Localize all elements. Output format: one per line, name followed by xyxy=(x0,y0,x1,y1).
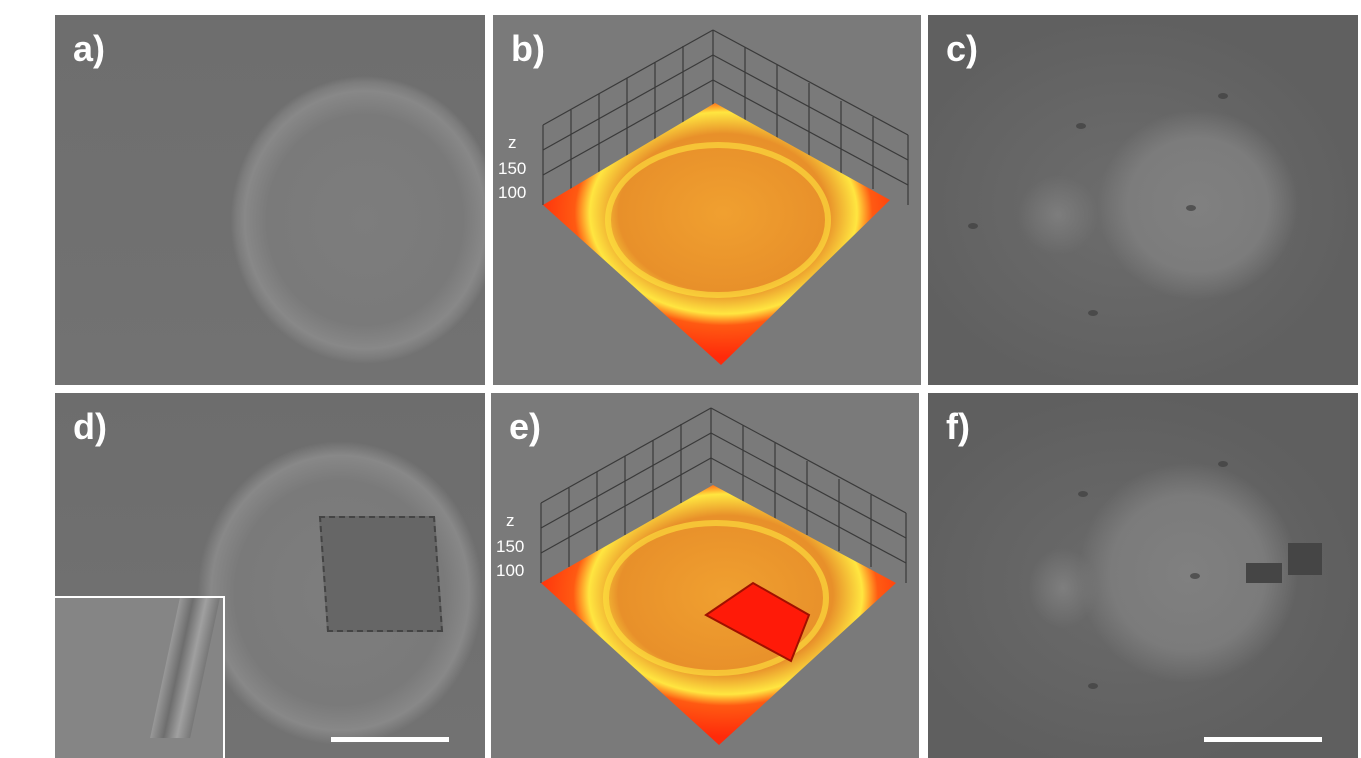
surface-plot-b xyxy=(542,29,909,365)
panel-label-f: f) xyxy=(946,406,970,447)
z-axis-label-b: z xyxy=(508,133,517,152)
panel-c-optical-image: c) xyxy=(928,15,1358,385)
panel-label-e: e) xyxy=(509,406,542,447)
panel-f-optical-image: f) xyxy=(928,393,1358,758)
panel-label-d: d) xyxy=(73,406,107,447)
etched-square xyxy=(318,516,444,632)
dark-spot xyxy=(1186,205,1196,211)
panel-a-sem-image: a) xyxy=(55,15,485,385)
z-tick-100-e: 100 xyxy=(496,561,525,580)
panel-label-c: c) xyxy=(946,28,979,69)
dark-spot xyxy=(1218,93,1228,99)
surface-plot-e xyxy=(540,407,907,745)
dark-spot xyxy=(1190,573,1200,579)
etched-pit xyxy=(704,581,811,663)
dark-spot xyxy=(1078,491,1088,497)
panel-d-sem-image: d) xyxy=(55,393,485,758)
inset-zoom-image xyxy=(55,596,225,758)
grid-lines-b xyxy=(542,29,909,205)
scale-bar xyxy=(331,737,449,742)
z-tick-100-b: 100 xyxy=(498,183,527,202)
z-tick-150-e: 150 xyxy=(496,537,525,556)
inset-edge-feature xyxy=(150,598,220,738)
dark-spot xyxy=(1088,683,1098,689)
z-axis-label-e: z xyxy=(506,511,515,530)
dark-square-mark xyxy=(1288,543,1322,575)
z-tick-150-b: 150 xyxy=(498,159,527,178)
panel-e-3d-profile: z 150 100 e) xyxy=(491,393,919,758)
grid-lines-e xyxy=(540,407,907,583)
panel-label-b: b) xyxy=(511,28,545,69)
dark-spot xyxy=(1218,461,1228,467)
panel-b-3d-profile: z 150 100 b) xyxy=(493,15,921,385)
scale-bar xyxy=(1204,737,1322,742)
dark-spot xyxy=(1088,310,1098,316)
dark-spot xyxy=(968,223,978,229)
dark-square-mark xyxy=(1246,563,1282,583)
panel-label-a: a) xyxy=(73,28,106,69)
dark-spot xyxy=(1076,123,1086,129)
surface-b xyxy=(543,103,890,365)
